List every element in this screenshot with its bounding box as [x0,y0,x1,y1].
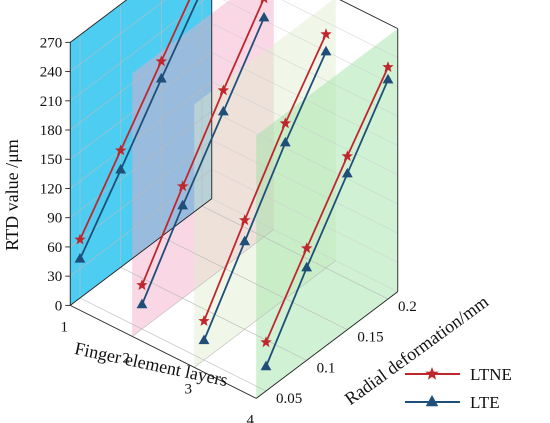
data-point-ltne [260,0,268,4]
grid-line-back [211,169,398,263]
data-point-lte [198,334,210,345]
legend-label-ltne: LTNE [470,365,512,384]
data-point-lte [239,235,251,246]
data-point-lte [258,11,270,22]
legend-label-lte: LTE [470,393,500,412]
data-point-ltne [301,242,313,254]
grid-line-back [211,110,398,205]
grid-line-back [211,23,398,117]
legend-marker-lte [425,395,439,407]
z-tick-label: 150 [40,152,63,168]
data-point-ltne [320,28,332,40]
data-point-lte [320,45,332,56]
axis-edge [339,0,398,30]
z-tick-label: 240 [40,65,63,81]
y-tick-label: 0.1 [317,360,336,376]
series-line-lte-layer-1 [79,0,199,260]
data-point-lte [155,72,167,83]
data-point-ltne [341,150,353,162]
layer-plane-2 [132,0,274,337]
data-point-lte [382,73,394,84]
series-line-lte-layer-2 [141,17,265,305]
series-line-ltne-layer-2 [141,0,265,286]
z-tick-label: 30 [47,269,62,285]
z-tick-label: 60 [47,240,62,256]
data-point-ltne [155,55,167,67]
plane-layer [70,0,398,399]
data-point-ltne [239,214,251,226]
y-tick-label: 0.05 [276,391,302,407]
series-line-lte-layer-3 [203,51,327,341]
axis-edge [255,291,399,399]
data-point-lte [341,167,353,178]
series-layer [74,0,394,371]
legend: LTNE LTE [405,365,512,412]
grid-line-z [70,0,166,72]
tick-label-layer: 0 30 60 90 120 150 180 210 240 270 1 2 3 4 0.05 0.1 0.15… [40,35,417,423]
data-point-ltne [115,144,127,156]
grid-line-floor-y [201,205,389,300]
data-point-ltne [177,180,189,192]
grid-line-back [211,198,398,292]
grid-line-z [70,169,212,277]
y-tick-label: 0.15 [357,330,383,346]
layer-plane-1 [70,0,212,306]
data-point-ltne [198,315,210,326]
grid-line-floor-x [132,229,274,337]
grid-line-back [223,0,398,88]
data-point-ltne [74,233,86,245]
data-point-lte [217,105,229,116]
series-line-ltne-layer-3 [203,33,327,322]
grid-line-z [70,0,205,102]
data-point-lte [260,360,272,371]
z-tick-label: 180 [40,123,63,139]
grid-line-floor-y [79,297,267,392]
axis-edge [69,198,213,306]
grid-line-floor-x [194,260,336,368]
series-line-ltne-layer-1 [79,0,191,240]
axis-edge [70,304,257,399]
axis-edge [69,0,128,43]
data-point-ltne [279,117,291,129]
series-line-ltne-layer-4 [265,66,389,343]
y-tick-label: 0.2 [398,299,417,315]
x-tick-label: 1 [60,319,68,335]
grid-line-z [70,23,212,131]
data-point-lte [279,136,291,147]
grid-line-z [70,110,212,218]
axes-layer [65,0,399,399]
grid-line-back [211,139,398,234]
grid-line-floor-y [161,236,348,330]
z-tick-label: 0 [55,298,63,314]
z-tick-label: 90 [47,211,62,227]
grid-layer [70,0,398,399]
z-tick-label: 210 [40,94,63,110]
data-point-ltne [136,279,148,290]
data-point-ltne [217,84,229,96]
data-point-lte [136,298,148,309]
z-tick-label: 270 [40,35,63,51]
data-point-lte [74,253,86,263]
legend-marker-ltne [425,367,439,380]
data-point-lte [115,163,127,174]
data-point-ltne [382,61,394,72]
series-line-lte-layer-4 [265,79,389,367]
grid-line-back [281,0,398,59]
z-axis-label: RTD value /μm [2,139,22,251]
x-tick-label: 3 [184,381,192,397]
x-tick-label: 4 [246,412,254,423]
z-tick-label: 120 [40,181,63,197]
data-point-ltne [260,336,272,348]
data-point-lte [177,199,189,210]
grid-line-back [211,81,398,175]
data-point-lte [301,261,313,272]
grid-line-z [70,81,212,189]
x-tick-label: 2 [122,350,130,366]
